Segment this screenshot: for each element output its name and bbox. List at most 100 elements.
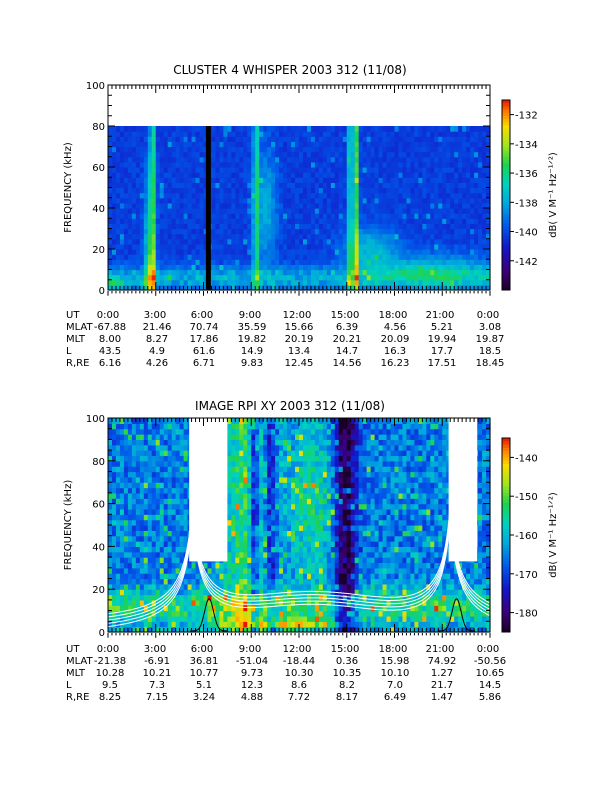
ephemeris-value: 4.56 [384,322,406,333]
ephemeris-value: 18.5 [479,346,501,357]
ephemeris-value: 20.21 [333,334,362,345]
y-tick-label: 80 [92,457,105,468]
colorbar-tick-label: -136 [515,169,538,180]
ephemeris-value: 9:00 [239,310,261,321]
ephemeris-value: 13.4 [288,346,310,357]
ephemeris-value: 21.46 [143,322,172,333]
ephemeris-value: 12:00 [283,310,312,321]
ephemeris-value: 3.24 [193,692,215,703]
ephemeris-label: UT [66,310,80,321]
ephemeris-label: L [66,680,72,691]
ephemeris-value: 15.98 [381,656,410,667]
ephemeris-value: 17.86 [190,334,219,345]
ephemeris-label: R,RE [66,692,89,703]
ephemeris-value: 21.7 [431,680,453,691]
ephemeris-value: 74.92 [428,656,457,667]
ephemeris-value: 1.27 [431,668,453,679]
ephemeris-value: 21:00 [426,310,455,321]
ephemeris-value: 14.7 [336,346,358,357]
data-gap-line [206,126,211,290]
colorbar-label: dB( V M⁻¹ Hz⁻¹ᐟ²) [548,152,559,238]
y-tick-label: 0 [99,628,105,639]
panel-1: CLUSTER 4 WHISPER 2003 312 (11/08)020406… [63,63,559,369]
ephemeris-value: 10.77 [190,668,219,679]
ephemeris-value: -21.38 [94,656,126,667]
ephemeris-value: 14.56 [333,358,362,369]
ephemeris-value: 6.71 [193,358,215,369]
ephemeris-value: 18.45 [476,358,505,369]
ephemeris-value: 36.81 [190,656,219,667]
ephemeris-value: 12.45 [285,358,314,369]
ephemeris-value: 7.72 [288,692,310,703]
ephemeris-value: 20.09 [381,334,410,345]
ephemeris-value: 10.65 [476,668,505,679]
ephemeris-value: 6.16 [99,358,121,369]
panel-2: IMAGE RPI XY 2003 312 (11/08)02040608010… [63,399,559,703]
colorbar-tick-label: -142 [515,257,538,268]
ephemeris-value: 18:00 [379,644,408,655]
ephemeris-value: 61.6 [193,346,215,357]
ephemeris-value: 6:00 [191,310,213,321]
ephemeris-value: 9:00 [239,644,261,655]
ephemeris-value: 19.87 [476,334,505,345]
y-axis-label: FREQUENCY (kHz) [63,142,74,233]
ephemeris-value: 4.9 [149,346,165,357]
colorbar-tick-label: -150 [515,492,538,503]
ephemeris-label: UT [66,644,80,655]
ephemeris-value: 35.59 [238,322,267,333]
colorbar-tick-label: -140 [515,453,538,464]
ephemeris-value: 15:00 [331,644,360,655]
y-tick-label: 60 [92,500,105,511]
ephemeris-value: 7.0 [387,680,403,691]
chart-title-1: CLUSTER 4 WHISPER 2003 312 (11/08) [173,63,406,77]
ephemeris-value: 17.51 [428,358,457,369]
chart-title-2: IMAGE RPI XY 2003 312 (11/08) [195,399,385,413]
ephemeris-value: 10.35 [333,668,362,679]
ephemeris-value: 7.3 [149,680,165,691]
y-tick-label: 60 [92,163,105,174]
colorbar-tick-label: -180 [515,609,538,620]
ephemeris-value: 18:00 [379,310,408,321]
spectrogram-1 [108,126,491,291]
ephemeris-value: 14.5 [479,680,501,691]
ephemeris-label: MLAT [66,656,93,667]
ephemeris-label: L [66,346,72,357]
ephemeris-value: 8.6 [291,680,307,691]
y-tick-label: 100 [86,414,105,425]
ephemeris-value: 4.88 [241,692,263,703]
ephemeris-label: MLT [66,334,86,345]
ephemeris-value: 5.1 [196,680,212,691]
ephemeris-value: 17.7 [431,346,453,357]
ephemeris-value: 0:00 [97,310,119,321]
y-tick-label: 20 [92,585,105,596]
y-tick-label: 20 [92,245,105,256]
ephemeris-value: 6.39 [336,322,358,333]
ephemeris-value: 8.00 [99,334,121,345]
ephemeris-value: -6.91 [144,656,170,667]
ephemeris-value: 4.26 [146,358,168,369]
ephemeris-value: 70.74 [190,322,219,333]
ephemeris-value: 19.94 [428,334,457,345]
ephemeris-value: 0:00 [477,644,499,655]
ephemeris-value: 8.17 [336,692,358,703]
colorbar-tick-label: -138 [515,198,538,209]
ephemeris-value: 15.66 [285,322,314,333]
ephemeris-value: 10.21 [143,668,172,679]
ephemeris-value: 3.08 [479,322,501,333]
ephemeris-value: 0.36 [336,656,358,667]
ephemeris-value: -50.56 [474,656,506,667]
colorbar-tick-label: -160 [515,531,538,542]
ephemeris-label: R,RE [66,358,89,369]
y-tick-label: 100 [86,81,105,92]
ephemeris-value: 9.83 [241,358,263,369]
ephemeris-value: 5.21 [431,322,453,333]
ephemeris-value: -18.44 [283,656,315,667]
ephemeris-value: 10.10 [381,668,410,679]
ephemeris-label: MLT [66,668,86,679]
colorbar-tick-label: -132 [515,111,538,122]
ephemeris-value: 16.23 [381,358,410,369]
